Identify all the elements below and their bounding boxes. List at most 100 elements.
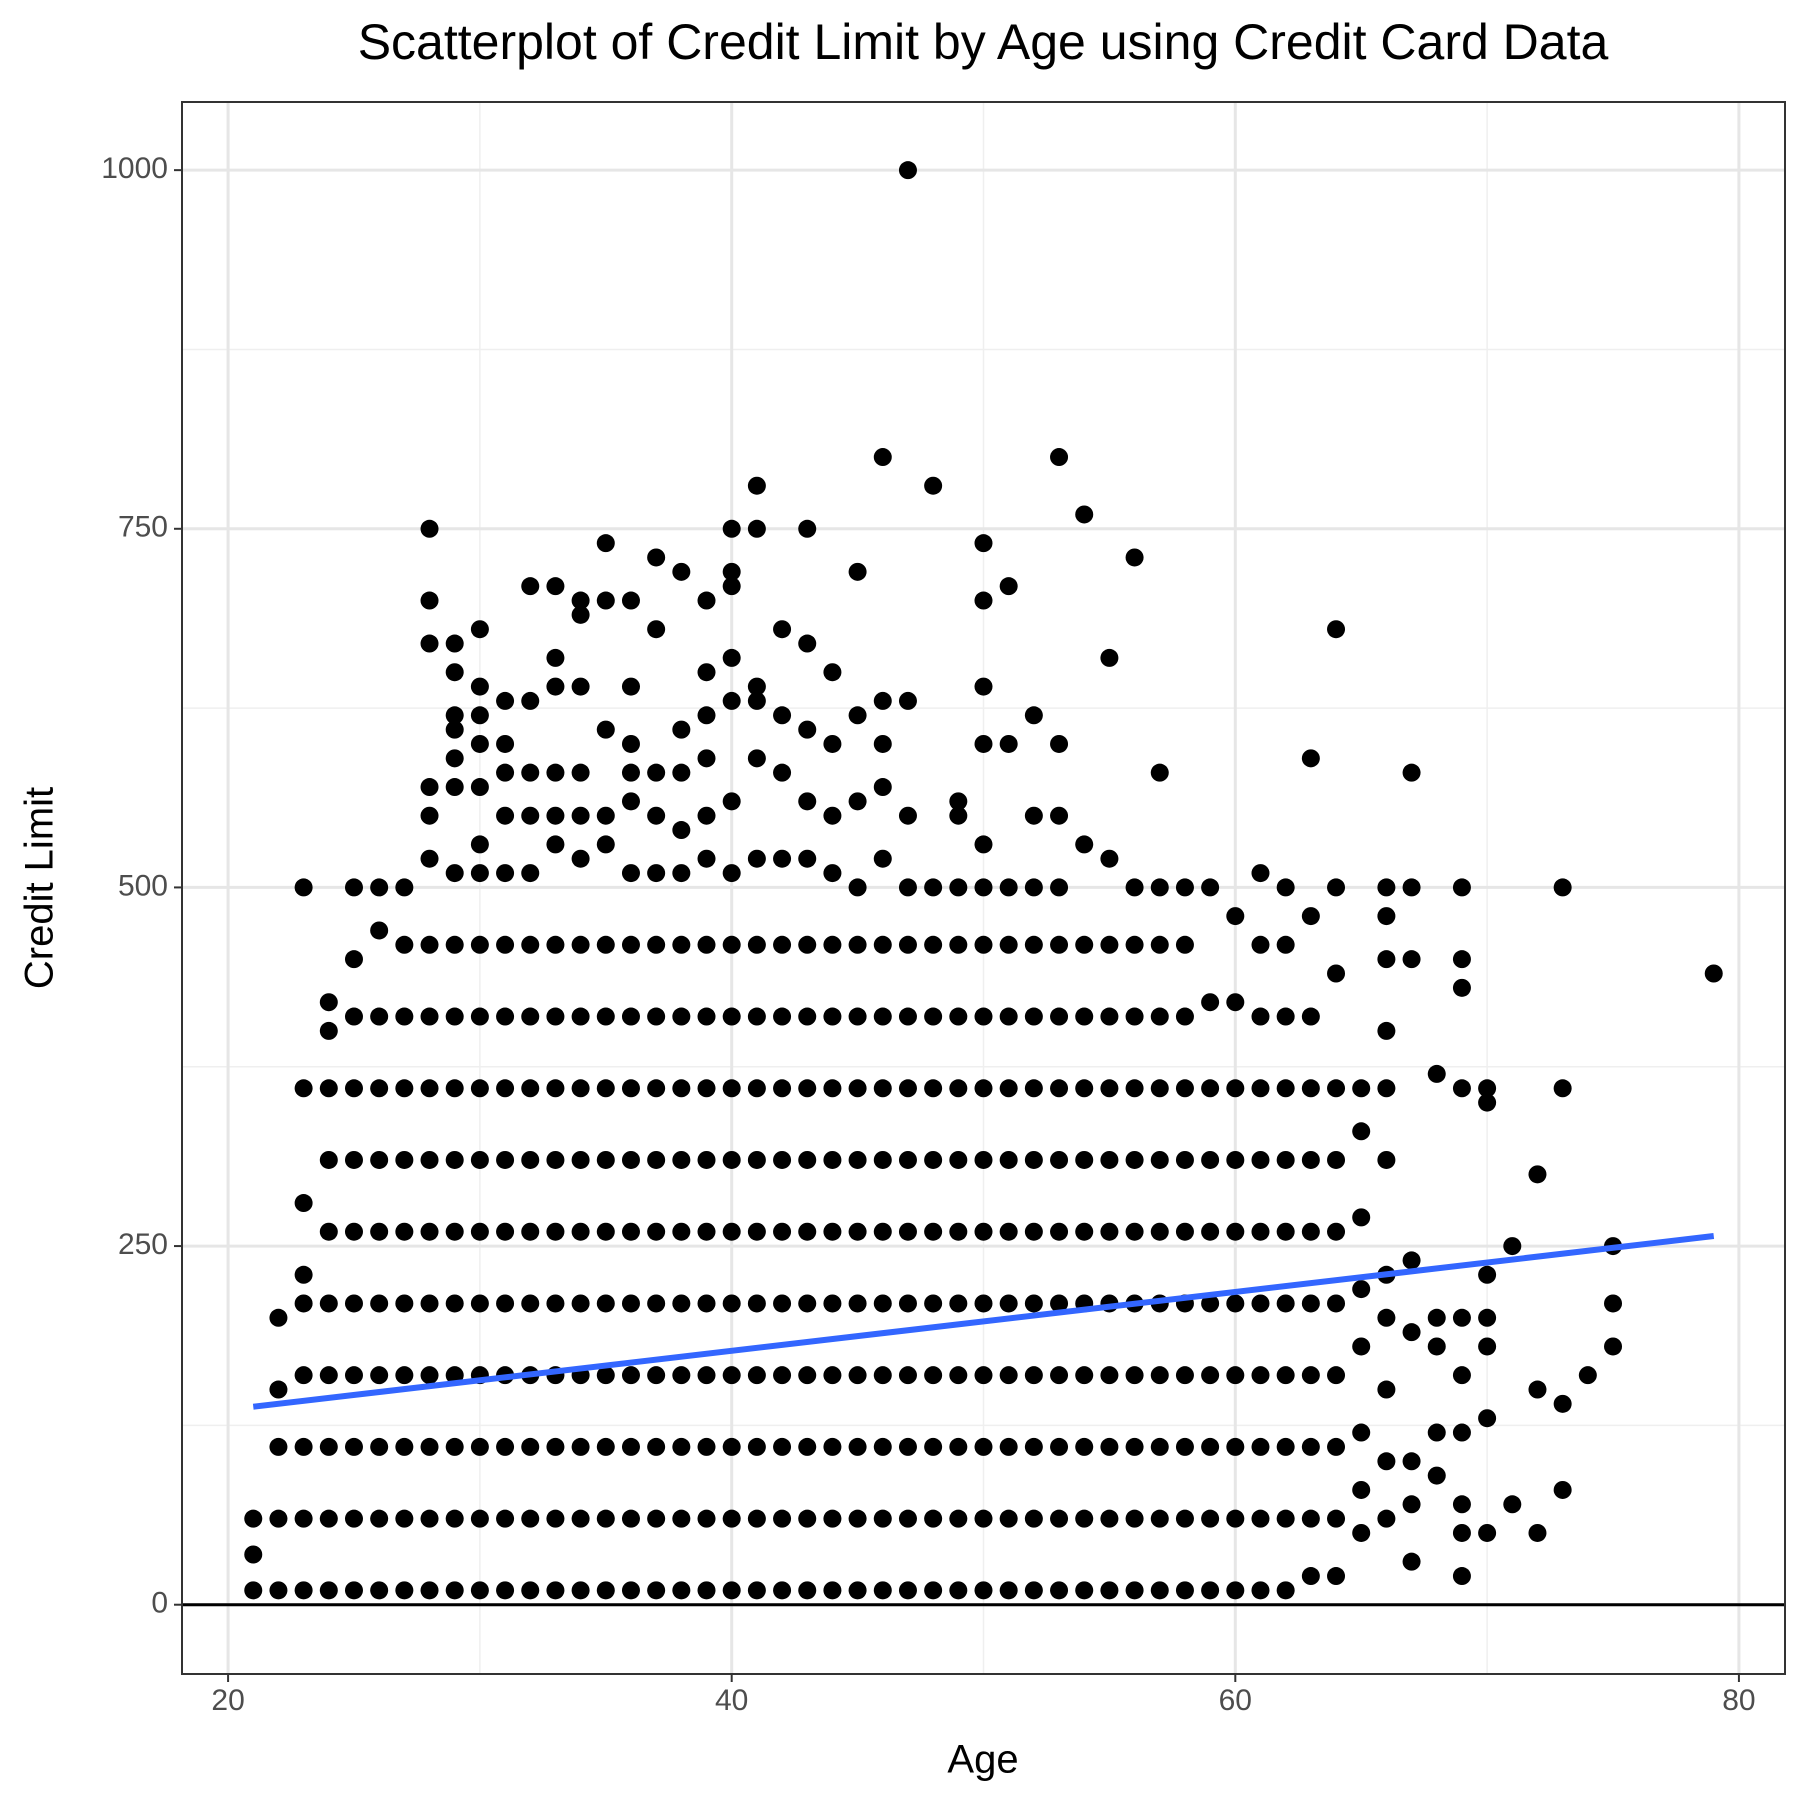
point [596,1007,615,1026]
point [773,1294,792,1313]
point [1251,1007,1270,1026]
point [1327,1294,1346,1313]
point [1075,1222,1094,1241]
point [722,648,741,667]
point [344,1150,363,1169]
point [1327,1150,1346,1169]
point [773,706,792,725]
point [873,1007,892,1026]
point [244,1581,263,1600]
point [823,1007,842,1026]
point [344,1007,363,1026]
point [1402,763,1421,782]
point [697,1581,716,1600]
point [898,691,917,710]
trend-line [252,1233,1715,1410]
point [873,1294,892,1313]
point [1251,935,1270,954]
point [445,1437,464,1456]
point [1251,1079,1270,1098]
point [445,720,464,739]
point [546,648,565,667]
point [898,1150,917,1169]
point [1201,1079,1220,1098]
point [848,878,867,897]
point [370,1007,389,1026]
point [496,864,515,883]
point [420,778,439,797]
point [395,1509,414,1528]
point [1427,1308,1446,1327]
point [1604,1294,1623,1313]
point [823,734,842,753]
point [747,1150,766,1169]
point [496,1222,515,1241]
point [621,792,640,811]
point [571,1150,590,1169]
point [1024,706,1043,725]
point [823,806,842,825]
point [244,1545,263,1564]
point [294,1294,313,1313]
point [1553,1079,1572,1098]
point [974,677,993,696]
point [621,1294,640,1313]
point [873,448,892,467]
point [949,1222,968,1241]
point [571,1007,590,1026]
x-tick-label: 60 [1219,1684,1252,1717]
point [647,548,666,567]
point [621,1581,640,1600]
point [1175,878,1194,897]
point [1024,1222,1043,1241]
point [395,935,414,954]
point [420,935,439,954]
point [1075,1437,1094,1456]
point [798,935,817,954]
point [773,1509,792,1528]
point [470,734,489,753]
point [924,1007,943,1026]
point [722,864,741,883]
point [1226,1437,1245,1456]
point [1150,1437,1169,1456]
point [1301,907,1320,926]
point [571,591,590,610]
point [1352,1079,1371,1098]
point [470,864,489,883]
point [370,1581,389,1600]
point [1150,1509,1169,1528]
point [1427,1337,1446,1356]
point [999,734,1018,753]
point [420,1294,439,1313]
point [1226,1294,1245,1313]
point [697,1079,716,1098]
point [1503,1237,1522,1256]
point [1377,1150,1396,1169]
point [1175,935,1194,954]
point [420,1509,439,1528]
point [571,1509,590,1528]
point [1402,1552,1421,1571]
point [521,935,540,954]
point [1301,1294,1320,1313]
point [798,519,817,538]
point [823,1366,842,1385]
point [445,634,464,653]
point [445,749,464,768]
point [621,677,640,696]
point [898,878,917,897]
point [1125,1581,1144,1600]
point [1100,1222,1119,1241]
point [898,161,917,180]
point [1503,1495,1522,1514]
point [621,591,640,610]
point [521,1294,540,1313]
point [496,1581,515,1600]
point [496,734,515,753]
point [596,1437,615,1456]
point [1327,1079,1346,1098]
point [1024,1150,1043,1169]
point [319,1222,338,1241]
